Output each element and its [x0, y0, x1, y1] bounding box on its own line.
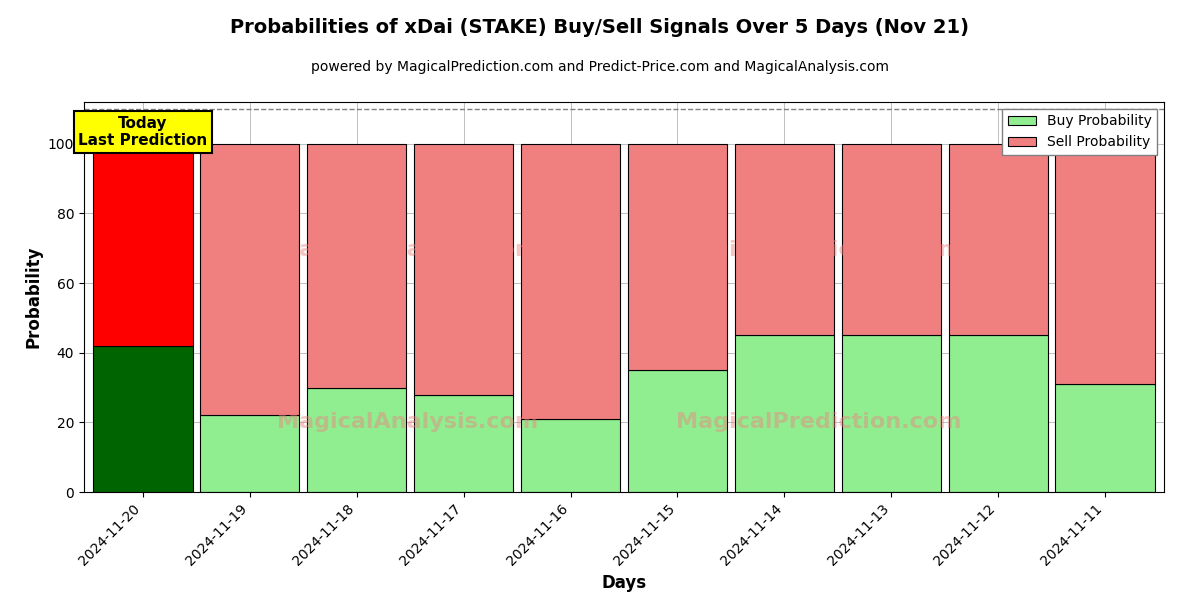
- Bar: [628, 370, 727, 492]
- Bar: [841, 335, 941, 492]
- X-axis label: Days: Days: [601, 574, 647, 592]
- Bar: [94, 346, 192, 492]
- Bar: [307, 388, 407, 492]
- Legend: Buy Probability, Sell Probability: Buy Probability, Sell Probability: [1002, 109, 1157, 155]
- Bar: [200, 144, 300, 415]
- Text: Today
Last Prediction: Today Last Prediction: [78, 116, 208, 148]
- Bar: [1056, 384, 1154, 492]
- Text: powered by MagicalPrediction.com and Predict-Price.com and MagicalAnalysis.com: powered by MagicalPrediction.com and Pre…: [311, 60, 889, 74]
- Bar: [841, 144, 941, 335]
- Text: MagicalPrediction.com: MagicalPrediction.com: [676, 240, 961, 260]
- Text: MagicalAnalysis.com: MagicalAnalysis.com: [277, 240, 539, 260]
- Bar: [414, 395, 514, 492]
- Bar: [628, 144, 727, 370]
- Bar: [521, 144, 620, 419]
- Bar: [521, 419, 620, 492]
- Bar: [734, 335, 834, 492]
- Bar: [94, 144, 192, 346]
- Bar: [200, 415, 300, 492]
- Y-axis label: Probability: Probability: [24, 246, 42, 348]
- Bar: [734, 144, 834, 335]
- Text: MagicalPrediction.com: MagicalPrediction.com: [676, 412, 961, 432]
- Bar: [307, 144, 407, 388]
- Bar: [1056, 144, 1154, 384]
- Bar: [948, 335, 1048, 492]
- Text: MagicalAnalysis.com: MagicalAnalysis.com: [277, 412, 539, 432]
- Text: Probabilities of xDai (STAKE) Buy/Sell Signals Over 5 Days (Nov 21): Probabilities of xDai (STAKE) Buy/Sell S…: [230, 18, 970, 37]
- Bar: [948, 144, 1048, 335]
- Bar: [414, 144, 514, 395]
